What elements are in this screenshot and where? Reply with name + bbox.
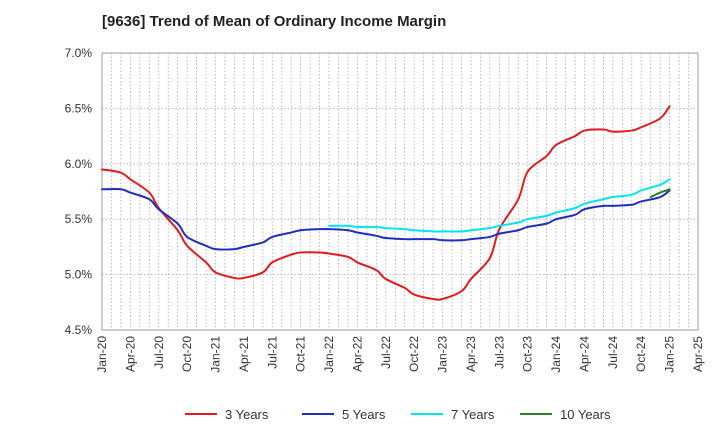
y-tick-label: 5.0%	[65, 268, 93, 282]
x-tick-label: Jul-20	[152, 336, 166, 369]
chart-title: [9636] Trend of Mean of Ordinary Income …	[102, 13, 447, 30]
x-tick-label: Apr-21	[237, 336, 251, 372]
x-tick-label: Apr-22	[350, 336, 364, 372]
y-tick-label: 5.5%	[65, 212, 93, 226]
x-axis: Jan-20 Apr-20 Jul-20 Oct-20 Jan-21 Apr-21 Jul-…	[95, 336, 705, 373]
x-tick-label: Apr-23	[464, 336, 478, 372]
x-tick-label: Oct-24	[634, 336, 648, 372]
series-layer	[101, 105, 671, 301]
x-tick-label: Jan-22	[322, 336, 336, 373]
x-tick-label: Jan-24	[549, 336, 563, 373]
y-axis: 4.5% 5.0% 5.5% 6.0% 6.5% 7.0%	[65, 46, 93, 337]
grid-layer	[102, 53, 698, 330]
x-tick-label: Jul-21	[265, 336, 279, 369]
series-line-7-years	[328, 178, 671, 233]
x-tick-label: Oct-20	[180, 336, 194, 372]
legend: 3 Years 5 Years 7 Years 10 Years	[185, 407, 611, 422]
x-tick-label: Apr-24	[577, 336, 591, 372]
x-tick-label: Jan-21	[209, 336, 223, 373]
x-tick-label: Oct-21	[294, 336, 308, 372]
x-tick-label: Apr-20	[123, 336, 137, 372]
x-tick-label: Jul-23	[492, 336, 506, 369]
x-tick-label: Jul-24	[606, 336, 620, 369]
x-tick-label: Apr-25	[691, 336, 705, 372]
series-line-5-years	[101, 188, 671, 251]
x-tick-label: Oct-23	[521, 336, 535, 372]
y-tick-label: 6.5%	[65, 101, 93, 115]
legend-label-5-years: 5 Years	[342, 407, 386, 422]
legend-label-7-years: 7 Years	[451, 407, 495, 422]
y-tick-label: 6.0%	[65, 157, 93, 171]
series-line-3-years	[101, 105, 671, 301]
plot-frame	[101, 52, 699, 331]
series-line-10-years	[649, 188, 671, 199]
x-tick-label: Jan-20	[95, 336, 109, 373]
x-tick-label: Jul-22	[379, 336, 393, 369]
y-tick-label: 4.5%	[65, 323, 93, 337]
legend-label-10-years: 10 Years	[560, 407, 611, 422]
y-tick-label: 7.0%	[65, 46, 93, 60]
x-tick-label: Jan-25	[663, 336, 677, 373]
x-tick-label: Oct-22	[407, 336, 421, 372]
legend-label-3-years: 3 Years	[225, 407, 269, 422]
x-tick-label: Jan-23	[436, 336, 450, 373]
